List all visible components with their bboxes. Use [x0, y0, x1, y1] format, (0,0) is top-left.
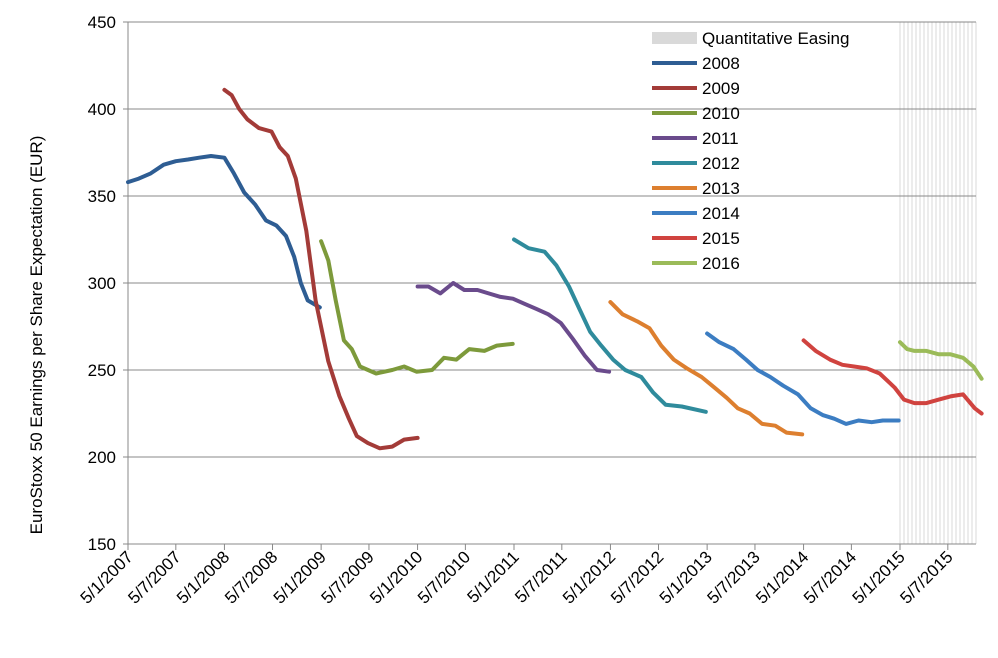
- y-tick-label: 450: [88, 13, 116, 32]
- y-tick-label: 200: [88, 448, 116, 467]
- y-tick-label: 300: [88, 274, 116, 293]
- x-tick-label: 5/7/2012: [607, 547, 667, 607]
- x-tick-labels: 5/1/20075/7/20075/1/20085/7/20085/1/2009…: [77, 547, 957, 607]
- legend-label-2015: 2015: [702, 229, 740, 248]
- series-line-2016: [898, 340, 984, 381]
- y-tick-label: 400: [88, 100, 116, 119]
- x-tick-label: 5/7/2013: [704, 547, 764, 607]
- legend-label-2016: 2016: [702, 254, 740, 273]
- legend-swatch-qe: [652, 32, 697, 44]
- x-tick-label: 5/7/2008: [221, 547, 281, 607]
- series-line-2012: [512, 237, 708, 414]
- series-line-2013: [608, 300, 805, 437]
- x-tick-label: 5/1/2011: [463, 547, 522, 606]
- legend-label-2008: 2008: [702, 54, 740, 73]
- legend-label-2009: 2009: [702, 79, 740, 98]
- y-tick-label: 150: [88, 535, 116, 554]
- series-line-2014: [705, 331, 901, 426]
- legend-label-2012: 2012: [702, 154, 740, 173]
- series-lines: [126, 87, 984, 451]
- horizontal-gridlines: [123, 21, 976, 545]
- chart-axes: [127, 22, 976, 550]
- x-tick-label: 5/7/2014: [800, 547, 860, 607]
- series-line-2011: [415, 281, 612, 374]
- y-tick-label: 250: [88, 361, 116, 380]
- x-tick-label: 5/7/2010: [414, 547, 474, 607]
- legend: Quantitative Easing 2008 2009 2010 2011 2012 2…: [652, 29, 849, 273]
- series-line-2015: [801, 338, 984, 416]
- legend-label-2014: 2014: [702, 204, 740, 223]
- x-tick-label: 5/7/2007: [124, 547, 184, 607]
- series-line-2008: [126, 154, 322, 310]
- x-tick-label: 5/7/2015: [896, 547, 956, 607]
- series-line-2010: [319, 239, 515, 376]
- x-tick-label: 5/7/2009: [318, 547, 378, 607]
- legend-label-qe: Quantitative Easing: [702, 29, 849, 48]
- y-axis-label: EuroStoxx 50 Earnings per Share Expectat…: [27, 136, 46, 535]
- y-tick-label: 350: [88, 187, 116, 206]
- legend-label-2010: 2010: [702, 104, 740, 123]
- legend-label-2011: 2011: [702, 129, 739, 148]
- series-line-2009: [222, 87, 420, 451]
- y-tick-labels: 150 200 250 300 350 400 450: [88, 13, 116, 554]
- legend-label-2013: 2013: [702, 179, 740, 198]
